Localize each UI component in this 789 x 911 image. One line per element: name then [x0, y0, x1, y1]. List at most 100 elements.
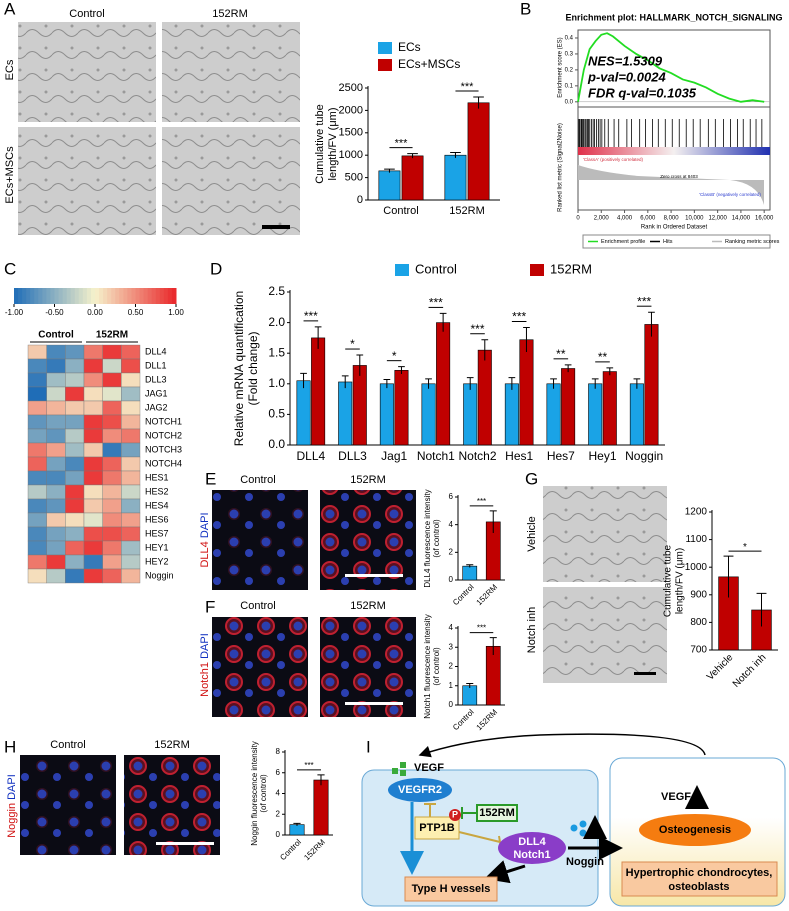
y-tick-label: 1.0	[268, 376, 285, 390]
heat-cell	[83, 498, 103, 514]
column-label: 152RM	[154, 739, 189, 751]
scale-bar	[345, 702, 403, 705]
colorbar-step	[78, 288, 84, 304]
legend-swatch	[378, 59, 392, 71]
group-label: 152RM	[96, 330, 128, 341]
error-bar	[466, 564, 474, 568]
column-label: 152RM	[350, 600, 385, 612]
x-tick-label: DLL4	[296, 449, 325, 463]
x-tick-label: 10,000	[685, 216, 704, 222]
heat-cell	[121, 484, 141, 500]
row-label: JAG2	[145, 402, 168, 412]
error-bar	[407, 153, 418, 159]
bar	[644, 324, 659, 446]
heat-cell	[27, 344, 47, 360]
micrograph	[124, 755, 220, 855]
y-tick-label: 0.1	[565, 83, 574, 89]
row-label: DLL4	[145, 346, 167, 356]
bar	[379, 383, 394, 446]
y-tick-label: 1500	[339, 127, 363, 139]
heat-cell	[65, 484, 85, 500]
heat-cell	[102, 470, 122, 486]
x-tick-label: Control	[278, 837, 303, 862]
y-axis-label: Notch1 fluorescence intensity	[423, 614, 432, 719]
heat-cell	[27, 442, 47, 458]
y-tick-label: 2.5	[268, 284, 285, 298]
x-tick-label: 152RM	[475, 707, 500, 732]
x-tick-label: 4,000	[617, 216, 633, 222]
micrograph	[18, 127, 156, 235]
noggin-icon	[579, 820, 587, 828]
micrograph	[162, 127, 300, 235]
bar	[485, 645, 501, 706]
y-tick-label: 800	[690, 617, 707, 628]
heat-cell	[83, 414, 103, 430]
bar	[463, 383, 478, 446]
heat-cell	[65, 512, 85, 528]
heat-cell	[65, 400, 85, 416]
heat-cell	[102, 386, 122, 402]
heat-cell	[83, 484, 103, 500]
x-tick-label: 152RM	[475, 582, 500, 607]
y-axis-label: Cumulative tube	[663, 544, 674, 617]
metric-area	[578, 165, 764, 205]
heat-cell	[65, 568, 85, 584]
heat-cell	[121, 414, 141, 430]
heat-cell	[102, 400, 122, 416]
y-tick-label: 1	[449, 681, 454, 690]
y-axis-label: Cumulative tube	[314, 104, 326, 184]
y-tick-label: 0	[357, 194, 363, 206]
y-tick-label: 900	[690, 589, 707, 600]
heat-cell	[102, 498, 122, 514]
heat-cell	[27, 554, 47, 570]
x-tick-label: 152RM	[449, 205, 484, 217]
error-bar	[606, 367, 614, 376]
x-tick-label: 16,000	[755, 216, 774, 222]
panel-letter: G	[525, 469, 538, 488]
bar	[311, 337, 326, 446]
colorbar-step	[159, 288, 165, 304]
metric-note: 'ClassA' (positively correlated)	[583, 157, 643, 162]
x-tick-label: Hes1	[505, 449, 533, 463]
significance-label: ***	[477, 624, 486, 633]
bar	[401, 155, 424, 201]
stain: Noggin	[6, 803, 18, 838]
bar	[462, 565, 478, 581]
y-tick-label: 3	[449, 642, 454, 651]
micrograph	[20, 755, 116, 855]
colorbar-label: -1.00	[5, 308, 24, 317]
colorbar-step	[74, 288, 80, 304]
colorbar-step	[103, 288, 108, 304]
row-label: JAG1	[145, 388, 168, 398]
label: Osteogenesis	[659, 824, 731, 836]
significance-label: ***	[470, 322, 484, 336]
noggin-icon	[579, 829, 587, 837]
stat-annotation: p-val=0.0024	[587, 69, 666, 84]
column-label: Control	[240, 474, 275, 486]
colorbar-step	[90, 288, 96, 304]
stain: DAPI	[199, 633, 211, 659]
row-label: NOTCH1	[145, 416, 182, 426]
colorbar-label: 0.50	[128, 308, 144, 317]
heat-cell	[121, 540, 141, 556]
label: VEGFR2	[398, 784, 442, 796]
x-tick-label: Notch1	[417, 449, 455, 463]
heat-cell	[65, 386, 85, 402]
x-tick-label: Noggin	[625, 449, 663, 463]
row-label: HEY2	[145, 556, 169, 566]
error-bar	[356, 354, 364, 376]
heat-cell	[46, 512, 66, 528]
error-bar	[293, 822, 301, 826]
panel-letter: A	[4, 0, 16, 18]
bar	[561, 368, 576, 446]
colorbar-step	[155, 288, 161, 304]
y-axis-label: DLL4 fluorescence intensity	[423, 489, 432, 587]
y-tick-label: 2.0	[268, 315, 285, 329]
significance-label: ***	[304, 761, 313, 770]
y-tick-label: 700	[690, 645, 707, 656]
row-label: HES4	[145, 500, 169, 510]
y-tick-label: 6	[276, 768, 281, 777]
heat-cell	[65, 456, 85, 472]
significance-label: **	[598, 350, 608, 364]
